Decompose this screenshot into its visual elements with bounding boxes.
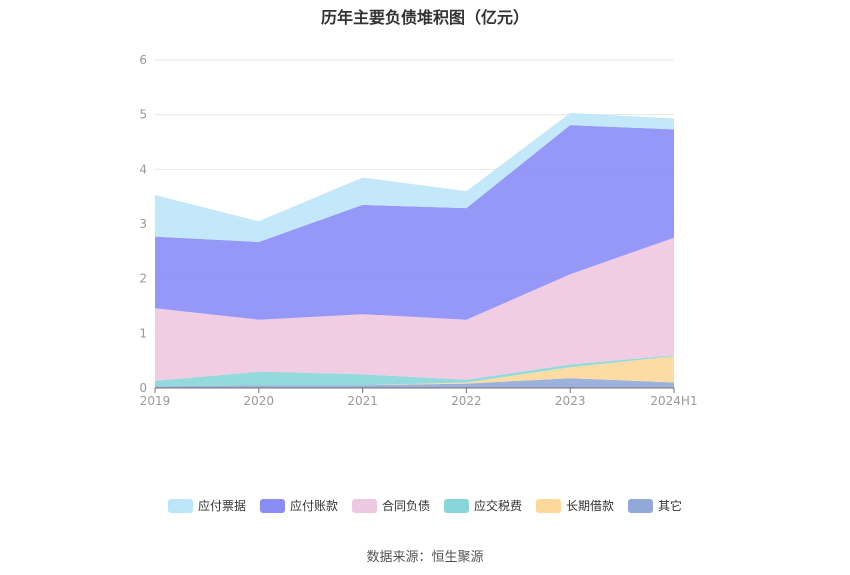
x-tick-label: 2023 [555, 394, 586, 408]
legend-swatch [444, 498, 469, 513]
area-0 [155, 378, 674, 388]
legend-swatch [536, 498, 562, 513]
x-axis: 2019 2020 2021 2022 2023 2024H1 [140, 387, 698, 408]
y-tick-label: 0 [139, 381, 147, 395]
area-1 [155, 356, 674, 387]
legend-swatch [351, 498, 377, 513]
legend-item[interactable]: 应付票据 [167, 497, 246, 514]
legend-swatch [259, 498, 285, 513]
area-5 [155, 113, 674, 242]
y-tick-label: 4 [139, 162, 147, 176]
y-tick-label: 5 [139, 108, 147, 122]
y-tick-label: 3 [139, 217, 147, 231]
area-2 [155, 355, 674, 387]
chart-title: 历年主要负债堆积图（亿元） [320, 8, 529, 27]
y-tick-label: 2 [139, 272, 147, 286]
x-tick-label: 2020 [244, 394, 275, 408]
x-tick-label: 2024H1 [650, 394, 697, 408]
legend-label: 长期借款 [566, 499, 615, 513]
x-tick-label: 2022 [451, 394, 482, 408]
x-tick-label: 2021 [347, 394, 378, 408]
area-4 [155, 125, 674, 320]
legend-label: 应交税费 [474, 499, 523, 513]
data-source: 数据来源：恒生聚源 [366, 550, 484, 565]
area-3 [155, 237, 674, 381]
y-axis: 0 1 2 3 4 5 6 [139, 53, 147, 395]
legend-item[interactable]: 长期借款 [536, 497, 614, 514]
legend-label: 其它 [658, 499, 683, 513]
legend-item[interactable]: 其它 [628, 497, 682, 514]
legend: 应付票据 应付账款 合同负债 应交税费 长期借款 其它 [0, 497, 850, 514]
legend-swatch [167, 498, 193, 513]
x-tick-label: 2019 [140, 394, 171, 408]
y-tick-label: 1 [139, 326, 147, 340]
area-series [155, 113, 674, 388]
legend-label: 应付账款 [289, 499, 338, 513]
legend-item[interactable]: 合同负债 [351, 497, 430, 514]
legend-item[interactable]: 应付账款 [259, 497, 338, 514]
legend-label: 合同负债 [381, 499, 430, 513]
legend-item[interactable]: 应交税费 [444, 497, 522, 514]
y-tick-label: 6 [139, 53, 147, 67]
legend-label: 应付票据 [197, 499, 246, 513]
legend-swatch [628, 498, 654, 513]
